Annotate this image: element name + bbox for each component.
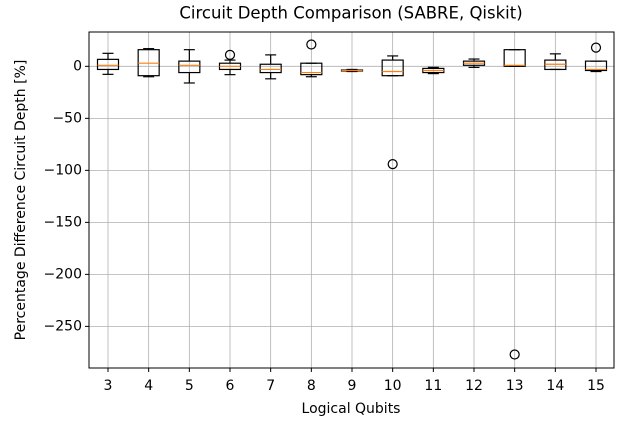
- x-tick-label: 11: [424, 378, 442, 394]
- outlier: [387, 159, 398, 170]
- box: [381, 59, 404, 77]
- x-tick-label: 9: [348, 378, 357, 394]
- outlier: [306, 39, 317, 50]
- box: [584, 60, 608, 72]
- chart-title: Circuit Depth Comparison (SABRE, Qiskit): [179, 4, 522, 23]
- x-axis-label: Logical Qubits: [302, 401, 401, 417]
- box: [503, 49, 526, 67]
- outlier: [590, 42, 602, 53]
- x-tick-label: 3: [104, 378, 113, 394]
- outlier: [509, 349, 520, 360]
- y-tick-label: −50: [52, 110, 82, 126]
- x-tick-label: 12: [465, 378, 483, 394]
- y-tick-label: 0: [73, 58, 82, 74]
- plot-frame: [88, 31, 615, 369]
- box: [259, 63, 282, 74]
- y-tick-label: −150: [44, 214, 82, 230]
- x-tick-label: 6: [226, 378, 235, 394]
- x-tick-label: 13: [506, 378, 524, 394]
- x-tick-label: 8: [307, 378, 316, 394]
- y-axis-label: Percentage Difference Circuit Depth [%]: [13, 60, 29, 341]
- y-tick-label: −200: [44, 266, 82, 282]
- outlier: [224, 49, 236, 60]
- x-tick-label: 10: [384, 378, 402, 394]
- box: [178, 60, 201, 74]
- box: [300, 62, 323, 76]
- y-tick-label: −100: [44, 162, 82, 178]
- x-tick-label: 14: [546, 378, 564, 394]
- x-tick-label: 5: [185, 378, 194, 394]
- x-tick-label: 4: [144, 378, 153, 394]
- y-tick-label: −250: [44, 318, 82, 334]
- box: [96, 58, 120, 71]
- x-tick-label: 15: [587, 378, 605, 394]
- x-tick-label: 7: [266, 378, 275, 394]
